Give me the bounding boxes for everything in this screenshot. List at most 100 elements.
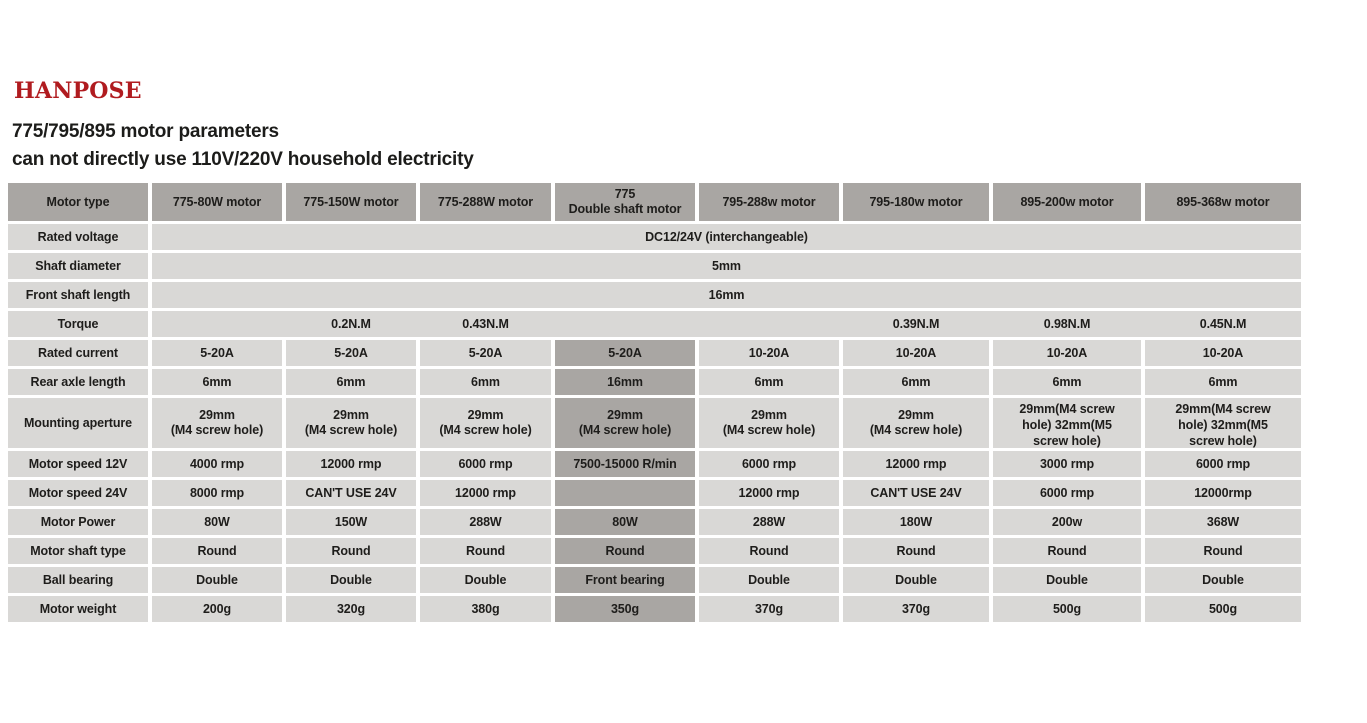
column-header: 795-288w motor	[699, 183, 839, 221]
page-title: 775/795/895 motor parameters	[12, 121, 279, 142]
table-cell: Double	[699, 567, 839, 593]
table-cell: 3000 rmp	[993, 451, 1141, 477]
table-cell: CAN'T USE 24V	[843, 480, 989, 506]
row-label: Motor speed 24V	[8, 480, 148, 506]
table-cell: 29mm (M4 screw hole)	[843, 398, 989, 448]
table-cell: 5-20A	[152, 340, 282, 366]
column-header: 775-288W motor	[420, 183, 551, 221]
motor-parameters-table: Motor type 775-80W motor 775-150W motor …	[8, 183, 1301, 622]
merged-cell-front-shaft-length: 16mm	[152, 282, 1301, 308]
table-cell: 6000 rmp	[699, 451, 839, 477]
table-cell: 4000 rmp	[152, 451, 282, 477]
row-label: Mounting aperture	[8, 398, 148, 448]
row-label: Front shaft length	[8, 282, 148, 308]
table-cell: 6mm	[420, 369, 551, 395]
row-label: Rated current	[8, 340, 148, 366]
table-cell: 288W	[699, 509, 839, 535]
row-label: Shaft diameter	[8, 253, 148, 279]
column-header: 775 Double shaft motor	[555, 183, 695, 221]
table-cell: Round	[843, 538, 989, 564]
table-cell: Double	[1145, 567, 1301, 593]
table-cell: 500g	[993, 596, 1141, 622]
table-cell: Round	[286, 538, 416, 564]
table-cell: 12000rmp	[1145, 480, 1301, 506]
table-cell: 29mm (M4 screw hole)	[286, 398, 416, 448]
table-cell: Round	[420, 538, 551, 564]
row-label: Motor Power	[8, 509, 148, 535]
merged-cell-rated-voltage: DC12/24V (interchangeable)	[152, 224, 1301, 250]
table-cell: 320g	[286, 596, 416, 622]
table-cell: 180W	[843, 509, 989, 535]
torque-cell: 0.43N.M	[462, 317, 509, 331]
page-subtitle: can not directly use 110V/220V household…	[12, 149, 474, 170]
row-label: Motor shaft type	[8, 538, 148, 564]
column-header: 775-80W motor	[152, 183, 282, 221]
table-cell: Double	[152, 567, 282, 593]
table-cell: 29mm (M4 screw hole)	[152, 398, 282, 448]
table-cell: 6000 rmp	[993, 480, 1141, 506]
column-header: 895-200w motor	[993, 183, 1141, 221]
table-cell: 29mm (M4 screw hole)	[699, 398, 839, 448]
table-cell: 500g	[1145, 596, 1301, 622]
table-cell: 368W	[1145, 509, 1301, 535]
merged-cell-shaft-diameter: 5mm	[152, 253, 1301, 279]
row-label: Rated voltage	[8, 224, 148, 250]
torque-cell: 0.2N.M	[331, 317, 371, 331]
table-cell: 10-20A	[843, 340, 989, 366]
table-cell: 6000 rmp	[420, 451, 551, 477]
table-cell: 380g	[420, 596, 551, 622]
table-cell-highlighted: 16mm	[555, 369, 695, 395]
table-cell: 12000 rmp	[699, 480, 839, 506]
table-cell: 8000 rmp	[152, 480, 282, 506]
table-cell: Round	[699, 538, 839, 564]
table-cell: Double	[420, 567, 551, 593]
table-cell-highlighted: Round	[555, 538, 695, 564]
torque-band: 0.2N.M 0.43N.M 0.39N.M 0.98N.M 0.45N.M	[152, 311, 1301, 337]
table-cell: 288W	[420, 509, 551, 535]
row-label: Motor speed 12V	[8, 451, 148, 477]
table-cell: 5-20A	[420, 340, 551, 366]
column-header: 895-368w motor	[1145, 183, 1301, 221]
table-cell: 6mm	[843, 369, 989, 395]
table-cell-highlighted: 80W	[555, 509, 695, 535]
table-cell: 10-20A	[1145, 340, 1301, 366]
table-cell: 6mm	[1145, 369, 1301, 395]
table-cell: Round	[993, 538, 1141, 564]
torque-cell	[152, 311, 282, 337]
table-cell-highlighted: 7500-15000 R/min	[555, 451, 695, 477]
table-cell: 370g	[843, 596, 989, 622]
column-header: 795-180w motor	[843, 183, 989, 221]
table-cell: Round	[152, 538, 282, 564]
table-cell: Double	[286, 567, 416, 593]
table-cell-highlighted: 350g	[555, 596, 695, 622]
table-cell: 6mm	[152, 369, 282, 395]
torque-cell	[555, 311, 695, 337]
table-cell: 150W	[286, 509, 416, 535]
torque-cell: 0.39N.M	[892, 317, 940, 331]
table-cell: 12000 rmp	[420, 480, 551, 506]
table-cell: 5-20A	[286, 340, 416, 366]
table-cell: 6mm	[286, 369, 416, 395]
table-cell: 6mm	[699, 369, 839, 395]
table-cell: 200g	[152, 596, 282, 622]
row-label: Motor weight	[8, 596, 148, 622]
table-cell: Round	[1145, 538, 1301, 564]
table-cell: 10-20A	[993, 340, 1141, 366]
table-cell: Double	[993, 567, 1141, 593]
table-cell: 29mm(M4 screw hole) 32mm(M5 screw hole)	[1145, 398, 1301, 448]
table-cell: 12000 rmp	[286, 451, 416, 477]
row-label: Ball bearing	[8, 567, 148, 593]
table-cell: 200w	[993, 509, 1141, 535]
column-header-motor-type: Motor type	[8, 183, 148, 221]
table-cell: 80W	[152, 509, 282, 535]
table-cell: 6000 rmp	[1145, 451, 1301, 477]
table-cell-highlighted	[555, 480, 695, 506]
torque-cell: 0.98N.M	[1043, 317, 1091, 331]
torque-cell	[699, 311, 839, 337]
column-header: 775-150W motor	[286, 183, 416, 221]
table-cell-highlighted: Front bearing	[555, 567, 695, 593]
table-cell: 29mm (M4 screw hole)	[420, 398, 551, 448]
table-cell: 12000 rmp	[843, 451, 989, 477]
brand-logo: HANPOSE	[14, 78, 142, 104]
